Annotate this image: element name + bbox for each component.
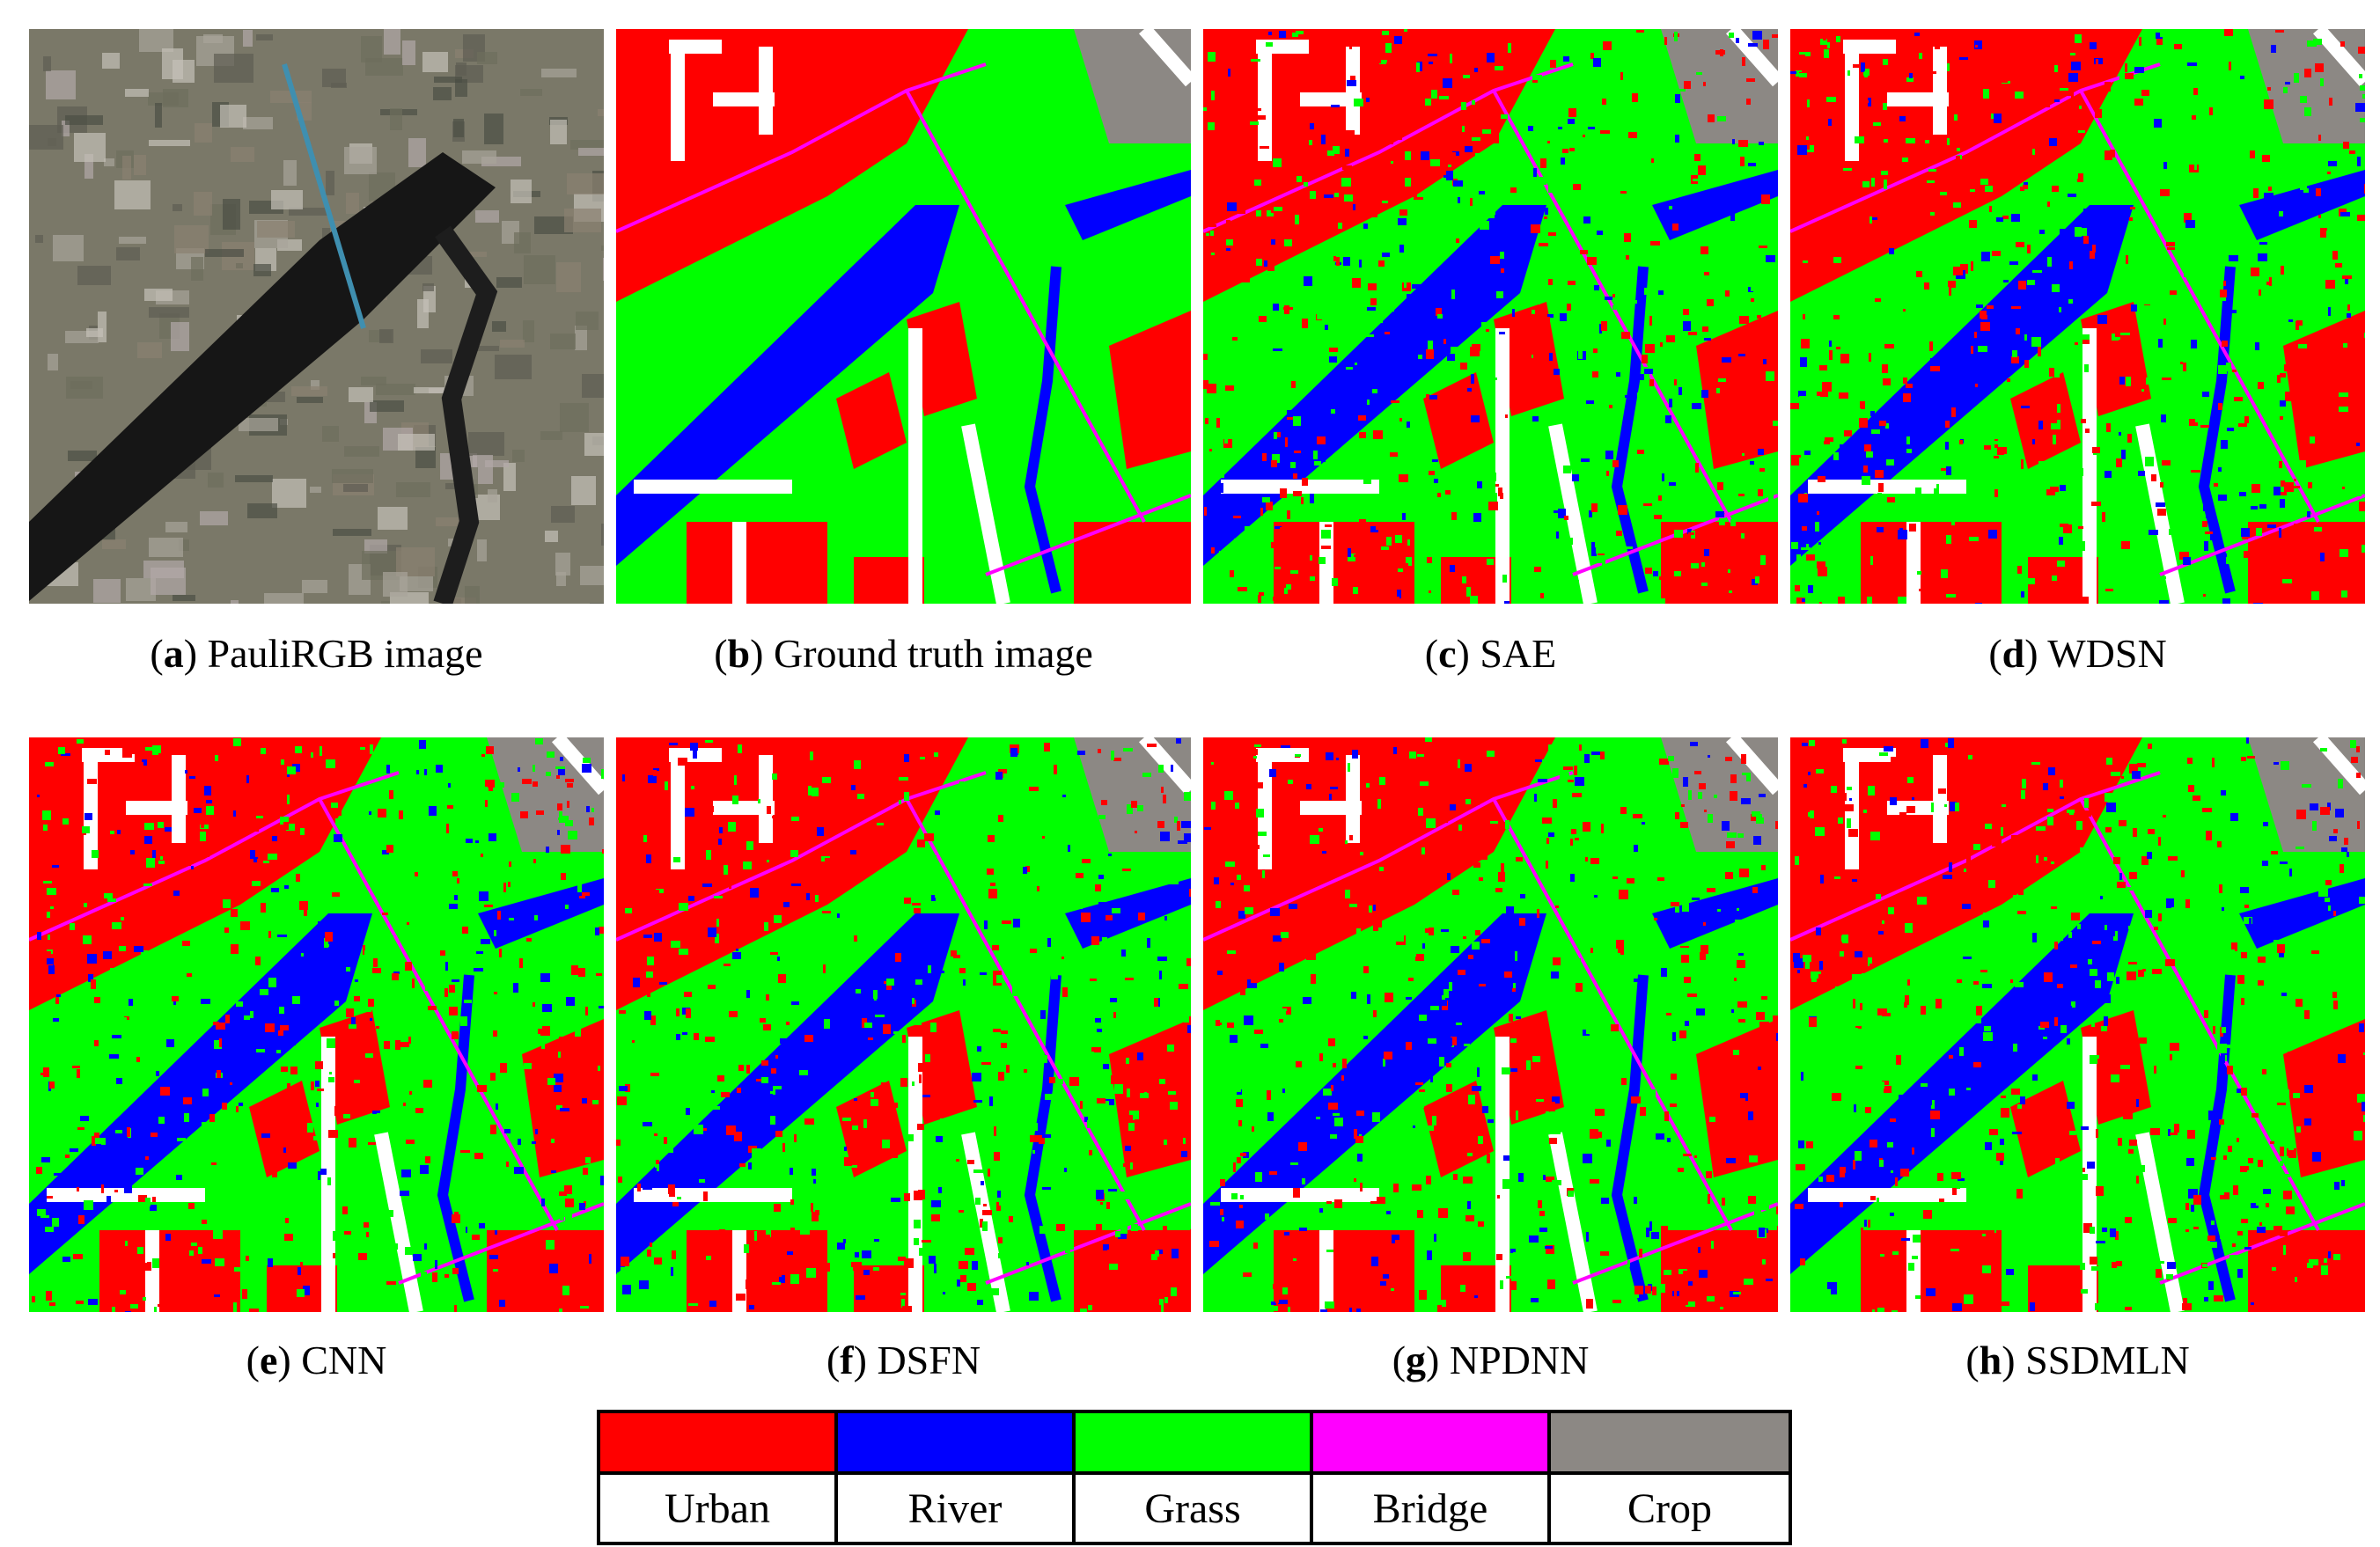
panel-c-image bbox=[1203, 29, 1778, 604]
caption-g: (g) NPDNN bbox=[1392, 1338, 1590, 1382]
map-c bbox=[1203, 29, 1778, 604]
legend-swatch-grass bbox=[1076, 1413, 1313, 1475]
map-b bbox=[616, 29, 1191, 604]
caption-e: (e) CNN bbox=[246, 1338, 387, 1382]
map-g bbox=[1203, 737, 1778, 1312]
caption-f: (f) DSFN bbox=[826, 1338, 981, 1382]
class-legend: Urban River Grass Bridge Crop bbox=[597, 1410, 1792, 1545]
map-d bbox=[1790, 29, 2365, 604]
legend-label-grass: Grass bbox=[1076, 1475, 1313, 1542]
map-e bbox=[29, 737, 604, 1312]
legend-label-urban: Urban bbox=[600, 1475, 838, 1542]
legend-label-river: River bbox=[838, 1475, 1076, 1542]
map-f bbox=[616, 737, 1191, 1312]
panel-e-image bbox=[29, 737, 604, 1312]
caption-h: (h) SSDMLN bbox=[1965, 1338, 2190, 1382]
panel-g-image bbox=[1203, 737, 1778, 1312]
caption-d: (d) WDSN bbox=[1988, 631, 2167, 676]
panel-d-image bbox=[1790, 29, 2365, 604]
legend-swatch-bridge bbox=[1313, 1413, 1551, 1475]
legend-swatch-crop bbox=[1551, 1413, 1789, 1475]
legend-label-crop: Crop bbox=[1627, 1485, 1712, 1532]
legend-swatch-river bbox=[838, 1413, 1076, 1475]
caption-c: (c) SAE bbox=[1424, 631, 1557, 676]
caption-b: (b) Ground truth image bbox=[714, 631, 1093, 676]
panel-a-image bbox=[29, 29, 604, 604]
map-h bbox=[1790, 737, 2365, 1312]
caption-a: (a) PauliRGB image bbox=[150, 631, 483, 676]
map-a bbox=[29, 29, 604, 604]
legend-label-bridge: Bridge bbox=[1313, 1475, 1551, 1542]
panel-h-image bbox=[1790, 737, 2365, 1312]
panel-f-image bbox=[616, 737, 1191, 1312]
legend-swatch-urban bbox=[600, 1413, 838, 1475]
panel-b-image bbox=[616, 29, 1191, 604]
